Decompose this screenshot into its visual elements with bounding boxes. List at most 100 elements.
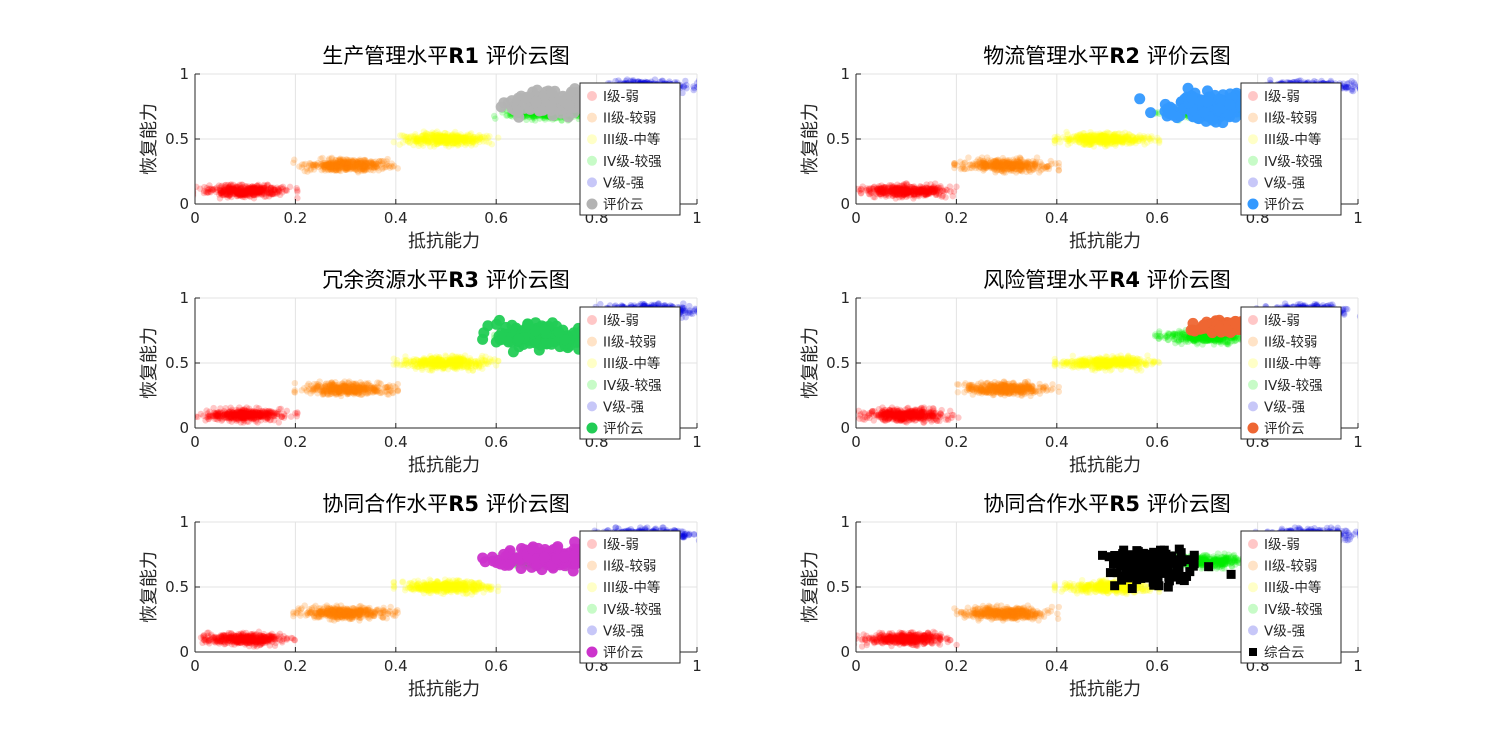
data-point bbox=[356, 160, 363, 167]
data-point bbox=[253, 188, 261, 195]
data-point bbox=[238, 190, 246, 198]
data-point bbox=[338, 161, 345, 168]
data-point bbox=[340, 157, 347, 164]
data-point bbox=[218, 187, 225, 195]
data-point bbox=[220, 187, 228, 194]
data-point bbox=[430, 141, 438, 148]
data-point bbox=[206, 188, 214, 195]
data-point bbox=[1198, 106, 1210, 118]
data-point bbox=[232, 186, 239, 193]
data-point bbox=[355, 169, 362, 176]
data-point bbox=[217, 189, 225, 196]
data-point bbox=[258, 188, 266, 196]
data-point bbox=[243, 187, 250, 195]
data-point bbox=[530, 96, 542, 108]
data-point bbox=[325, 157, 332, 164]
data-point bbox=[203, 189, 211, 196]
data-point bbox=[320, 159, 327, 167]
data-point bbox=[1005, 158, 1013, 166]
data-point bbox=[352, 163, 359, 171]
data-point bbox=[423, 132, 431, 140]
data-point bbox=[375, 167, 382, 174]
data-point bbox=[310, 162, 317, 169]
data-point bbox=[1134, 93, 1146, 105]
data-point bbox=[352, 162, 359, 169]
data-point bbox=[250, 186, 257, 193]
data-point bbox=[343, 160, 351, 168]
data-point bbox=[244, 190, 251, 198]
data-point bbox=[367, 166, 375, 174]
data-point bbox=[343, 162, 351, 170]
data-point bbox=[256, 189, 263, 197]
data-point bbox=[317, 155, 324, 163]
data-point bbox=[420, 128, 428, 135]
data-point bbox=[250, 187, 258, 195]
data-point bbox=[361, 163, 368, 170]
data-point bbox=[332, 163, 339, 170]
data-point bbox=[449, 140, 457, 147]
data-point bbox=[234, 184, 241, 191]
data-point bbox=[437, 134, 444, 142]
data-point bbox=[332, 163, 340, 170]
data-point bbox=[245, 190, 253, 197]
data-point bbox=[294, 188, 301, 195]
data-point bbox=[218, 191, 226, 198]
data-point bbox=[342, 158, 349, 166]
data-point bbox=[241, 188, 248, 195]
data-point bbox=[449, 139, 456, 147]
data-point bbox=[234, 189, 242, 197]
data-point bbox=[241, 189, 249, 197]
data-point bbox=[242, 191, 250, 199]
data-point bbox=[345, 161, 352, 168]
data-point bbox=[545, 100, 557, 112]
data-point bbox=[361, 162, 369, 170]
data-point bbox=[448, 137, 455, 145]
data-point bbox=[332, 156, 339, 164]
data-point bbox=[242, 191, 249, 198]
data-point bbox=[268, 184, 275, 191]
data-point bbox=[248, 188, 255, 195]
data-point bbox=[350, 158, 357, 166]
data-point bbox=[262, 188, 269, 195]
legend-label: III级-中等 bbox=[1264, 131, 1321, 148]
data-point bbox=[255, 186, 262, 194]
legend-marker bbox=[587, 155, 597, 166]
data-point bbox=[245, 189, 252, 196]
data-point bbox=[453, 140, 460, 147]
data-point bbox=[355, 157, 362, 164]
data-point bbox=[449, 139, 456, 146]
data-point bbox=[252, 191, 260, 198]
data-point bbox=[341, 164, 349, 172]
data-point bbox=[358, 163, 365, 170]
data-point bbox=[359, 165, 366, 172]
data-point bbox=[338, 164, 346, 172]
data-point bbox=[341, 160, 349, 168]
data-point bbox=[1042, 164, 1049, 171]
data-point bbox=[342, 165, 349, 172]
data-point bbox=[354, 159, 361, 166]
data-point bbox=[310, 166, 318, 173]
legend-label: I级-弱 bbox=[603, 89, 639, 105]
data-point bbox=[1067, 135, 1075, 142]
data-point bbox=[366, 162, 374, 170]
data-point bbox=[993, 159, 1001, 166]
data-point bbox=[455, 141, 462, 148]
data-point bbox=[1145, 107, 1157, 119]
data-point bbox=[286, 183, 294, 191]
data-point bbox=[267, 191, 274, 198]
data-point bbox=[237, 189, 244, 196]
data-point bbox=[327, 165, 334, 172]
data-point bbox=[982, 161, 989, 168]
data-point bbox=[342, 163, 349, 170]
data-point bbox=[252, 189, 260, 196]
data-point bbox=[245, 184, 252, 192]
data-point bbox=[343, 159, 350, 167]
data-point bbox=[345, 161, 352, 169]
y-tick-label: 1 bbox=[179, 65, 189, 83]
data-point bbox=[338, 158, 345, 165]
data-point bbox=[438, 134, 445, 141]
data-point bbox=[324, 162, 332, 169]
data-point bbox=[360, 162, 368, 170]
data-point bbox=[378, 157, 385, 165]
